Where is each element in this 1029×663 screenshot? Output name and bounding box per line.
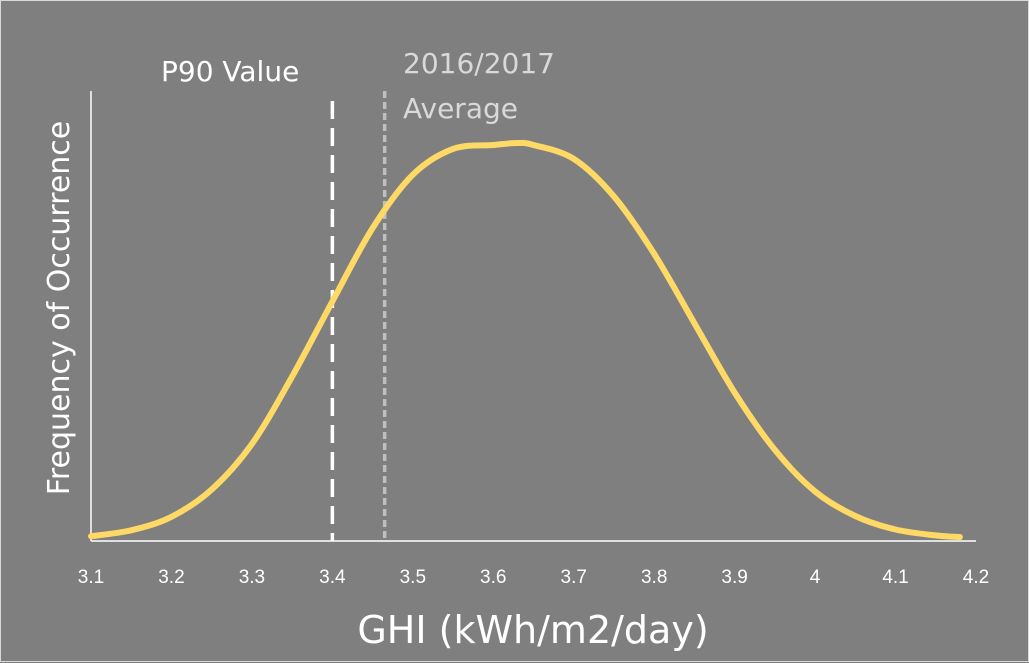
p90-value-label: P90 Value — [161, 55, 299, 88]
x-axis-title: GHI (kWh/m2/day) — [357, 608, 708, 652]
x-tick-labels: 3.1 3.2 3.3 3.4 3.5 3.6 3.7 3.8 3.9 4 4.1 4.2 — [78, 567, 989, 588]
average-label-line1: 2016/2017 — [403, 47, 555, 80]
distribution-curve — [88, 139, 963, 540]
x-tick-label: 4 — [810, 567, 821, 588]
x-tick-label: 3.6 — [480, 567, 506, 588]
x-tick-label: 3.5 — [400, 567, 426, 588]
x-tick-label: 3.8 — [641, 567, 667, 588]
average-label-line2: Average — [403, 92, 518, 125]
x-tick-label: 3.9 — [721, 567, 747, 588]
x-tick-label: 3.7 — [561, 567, 587, 588]
x-tick-label: 3.3 — [239, 567, 265, 588]
x-tick-label: 3.2 — [158, 567, 184, 588]
x-tick-label: 3.1 — [78, 567, 104, 588]
x-tick-label: 4.2 — [963, 567, 989, 588]
y-axis-title: Frequency of Occurrence — [42, 121, 77, 496]
x-tick-label: 4.1 — [882, 567, 908, 588]
x-tick-label: 3.4 — [319, 567, 346, 588]
